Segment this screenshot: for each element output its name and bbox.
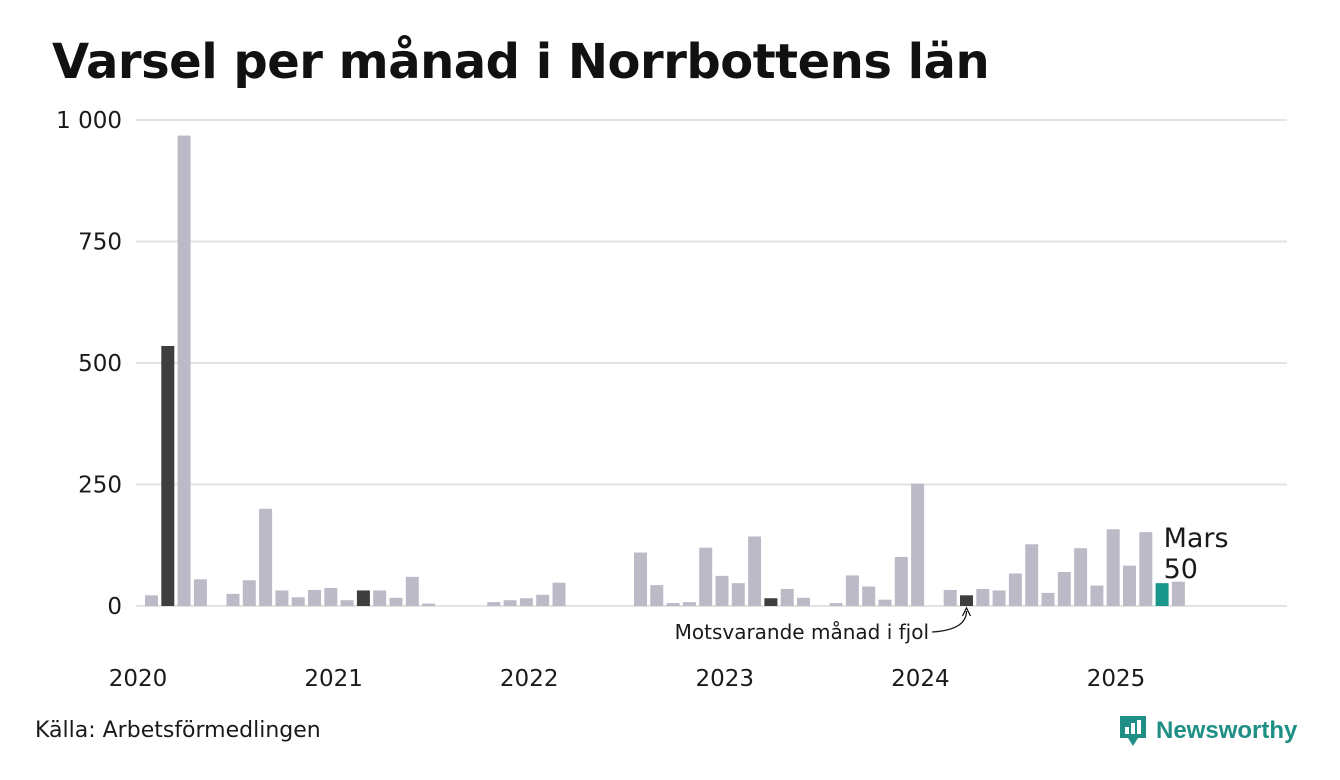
y-tick-label: 0 [107, 594, 122, 620]
page-title: Varsel per månad i Norrbottens län [52, 34, 990, 90]
y-tick-label: 500 [78, 351, 122, 377]
source-note: Källa: Arbetsförmedlingen [35, 718, 321, 743]
y-tick-label: 250 [78, 473, 122, 499]
bar [960, 595, 973, 606]
bar [519, 598, 533, 606]
bar [1041, 592, 1055, 606]
bar [894, 556, 908, 606]
bar [829, 603, 843, 606]
bar [1123, 565, 1136, 606]
y-tick-label: 750 [78, 230, 122, 256]
bar [405, 576, 419, 606]
bar [666, 603, 680, 606]
bar [1090, 585, 1104, 606]
bar [650, 585, 664, 606]
bar [275, 590, 289, 606]
brand-name: Newsworthy [1156, 717, 1298, 744]
bar-chart: 0 250 500 750 1 000 2020 2021 2022 2023 2024 2025 M… [56, 108, 1287, 692]
bar [764, 598, 778, 606]
bar [797, 597, 810, 606]
x-tick-label: 2024 [891, 666, 950, 692]
bar [862, 586, 876, 606]
bar [731, 583, 745, 606]
x-tick-label: 2021 [304, 666, 363, 692]
bar [226, 593, 240, 606]
bar [145, 595, 158, 606]
bar [503, 600, 517, 606]
bar [1106, 529, 1120, 606]
newsworthy-logo: Newsworthy [1118, 714, 1297, 748]
bar [1171, 581, 1185, 606]
bar [422, 603, 436, 606]
bar [487, 602, 501, 606]
annotation-label: Motsvarande månad i fjol [675, 620, 929, 644]
newsworthy-logo-icon [1120, 716, 1146, 746]
bar [356, 590, 370, 606]
bar [976, 588, 990, 606]
bar [536, 594, 550, 606]
bar [845, 575, 859, 606]
bar [682, 602, 696, 606]
bar [992, 590, 1006, 606]
bar [389, 597, 403, 606]
bar [878, 599, 892, 606]
bar [1008, 573, 1022, 606]
annotation-arrow-head [961, 606, 972, 617]
bar [177, 135, 191, 606]
bar [552, 582, 566, 606]
bar [291, 597, 305, 606]
bar [340, 600, 354, 606]
x-tick-label: 2020 [109, 666, 168, 692]
bar [193, 579, 207, 606]
bar [1025, 544, 1039, 606]
bar [911, 483, 925, 606]
x-tick-label: 2023 [696, 666, 755, 692]
bar [373, 590, 387, 606]
bar [943, 589, 957, 606]
bar [715, 575, 729, 606]
bar [259, 508, 273, 606]
bar [634, 552, 647, 606]
bar [780, 588, 794, 606]
x-tick-label: 2022 [500, 666, 559, 692]
latest-month-label: Mars [1164, 523, 1229, 554]
bar [1074, 548, 1088, 606]
bar [1155, 583, 1169, 606]
bar [699, 547, 713, 606]
bar [1139, 532, 1153, 606]
y-tick-label: 1 000 [56, 108, 122, 134]
bar [1057, 571, 1071, 606]
bar [242, 580, 256, 606]
bar [748, 536, 762, 606]
bar [161, 345, 175, 606]
bar [308, 589, 321, 606]
bar [324, 588, 338, 606]
x-tick-label: 2025 [1087, 666, 1146, 692]
annotation-arrow-line [931, 610, 968, 633]
latest-value-label: 50 [1164, 554, 1198, 585]
